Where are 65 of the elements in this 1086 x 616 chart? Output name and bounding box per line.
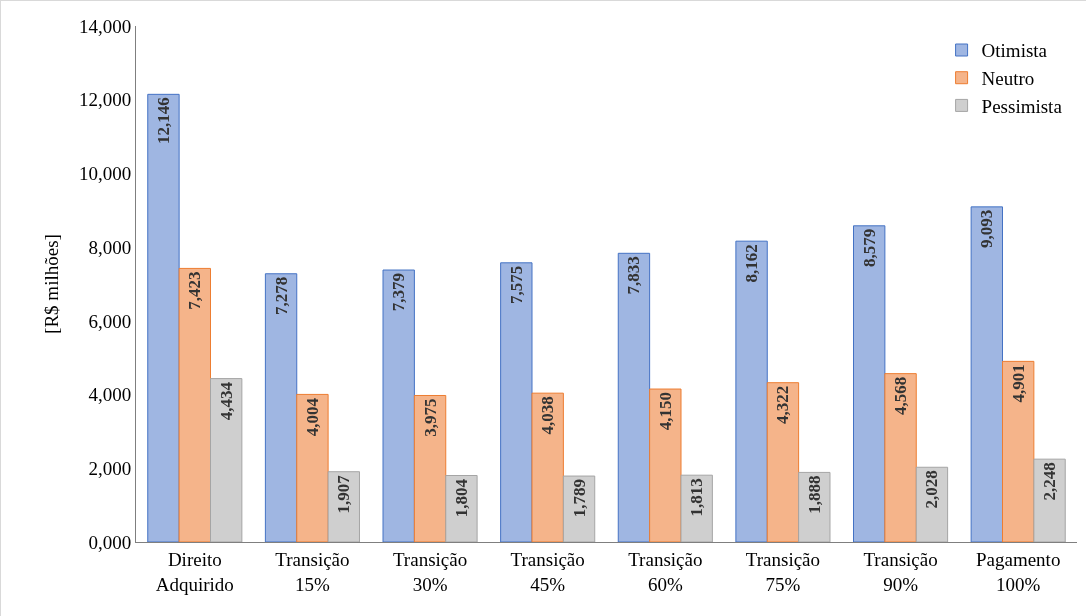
bar xyxy=(210,378,243,542)
x-tick-label: Transição 60% xyxy=(628,548,703,595)
data-label: 4,322 xyxy=(773,385,793,424)
bar xyxy=(680,474,713,542)
y-tick-label: 14,000 xyxy=(78,15,132,37)
data-label: 1,888 xyxy=(804,475,824,514)
data-label: 4,434 xyxy=(216,381,236,421)
data-label: 12,146 xyxy=(153,97,173,145)
bar xyxy=(445,475,478,542)
y-tick-label: 0,000 xyxy=(88,531,132,553)
bar xyxy=(766,382,800,542)
bar xyxy=(500,262,533,542)
x-tick-label: Transição 75% xyxy=(745,548,821,595)
data-label: 4,004 xyxy=(302,397,322,437)
data-label: 1,804 xyxy=(451,478,471,518)
bar xyxy=(1002,360,1035,542)
data-label: 1,907 xyxy=(334,474,354,514)
bar xyxy=(970,206,1003,542)
data-label: 7,833 xyxy=(624,256,644,295)
data-label: 3,975 xyxy=(420,398,440,437)
data-label: 7,379 xyxy=(389,273,409,312)
bar xyxy=(382,269,415,542)
x-tick-label: Pagamento 100% xyxy=(975,548,1061,595)
data-label: 1,789 xyxy=(569,479,589,518)
bar xyxy=(853,225,886,542)
bar xyxy=(1033,458,1066,542)
x-tick-label: Transição 90% xyxy=(863,548,938,595)
bar xyxy=(296,393,329,542)
data-label: 4,901 xyxy=(1008,364,1028,403)
bar xyxy=(531,392,564,542)
bar xyxy=(147,93,180,542)
y-axis-title: [R$ milhões] xyxy=(40,234,62,334)
bar xyxy=(649,388,682,542)
data-label: 4,568 xyxy=(891,376,911,415)
legend-label: Neutro xyxy=(981,68,1035,90)
bar xyxy=(884,373,917,542)
x-tick-label: Direito Adquirido xyxy=(155,548,234,595)
legend-label: Pessimista xyxy=(981,95,1063,117)
data-label: 8,162 xyxy=(742,244,762,283)
data-label: 9,093 xyxy=(977,209,997,249)
y-tick-label: 2,000 xyxy=(88,457,132,479)
y-tick-label: 12,000 xyxy=(78,89,132,111)
bar xyxy=(327,471,360,542)
bar xyxy=(178,267,211,542)
y-tick-label: 10,000 xyxy=(78,163,132,185)
bar xyxy=(264,273,298,542)
x-tick-label: Transição 30% xyxy=(392,548,468,595)
y-tick-label: 8,000 xyxy=(88,236,132,258)
data-label: 2,028 xyxy=(922,470,942,509)
data-label: 1,813 xyxy=(687,478,707,517)
y-tick-label: 6,000 xyxy=(88,310,132,332)
bar xyxy=(735,240,768,542)
x-tick-label: Transição 45% xyxy=(510,548,585,595)
bar xyxy=(413,394,447,542)
bar xyxy=(617,252,651,542)
data-label: 4,150 xyxy=(655,392,675,431)
data-label: 4,038 xyxy=(538,396,558,435)
y-tick-label: 4,000 xyxy=(88,384,132,406)
data-label: 8,579 xyxy=(859,228,879,268)
data-label: 7,278 xyxy=(271,276,291,315)
data-label: 7,423 xyxy=(185,271,205,310)
x-tick-label: Transição 15% xyxy=(275,548,350,595)
data-label: 2,248 xyxy=(1040,462,1060,501)
legend-label: Otimista xyxy=(981,40,1048,62)
data-label: 7,575 xyxy=(506,265,526,305)
